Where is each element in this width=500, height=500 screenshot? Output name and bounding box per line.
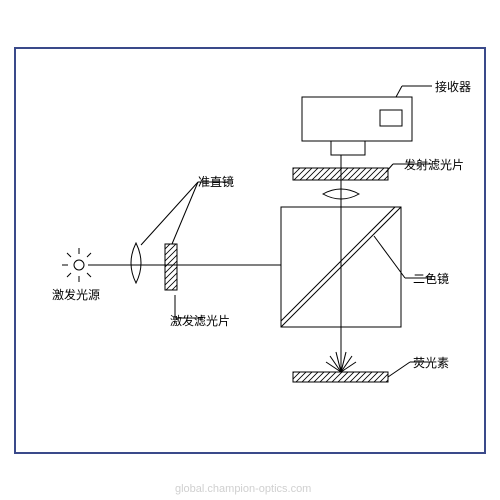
label-receiver: 接收器 [435, 78, 471, 95]
label-fluorescein: 荧光素 [413, 354, 449, 371]
label-collimator: 准直镜 [198, 173, 234, 190]
excitation-filter [165, 244, 177, 290]
label-emission-filter: 发射滤光片 [404, 156, 464, 173]
optical-diagram [0, 0, 500, 500]
leader-lines [141, 86, 432, 377]
receiver [302, 97, 412, 155]
label-excitation-source: 激发光源 [52, 286, 100, 303]
light-source-icon [62, 248, 96, 282]
watermark: global.champion-optics.com [175, 483, 311, 495]
label-dichroic-mirror: 二色镜 [413, 270, 449, 287]
collimator-lens [131, 243, 141, 283]
label-excitation-filter: 激发滤光片 [170, 312, 230, 329]
